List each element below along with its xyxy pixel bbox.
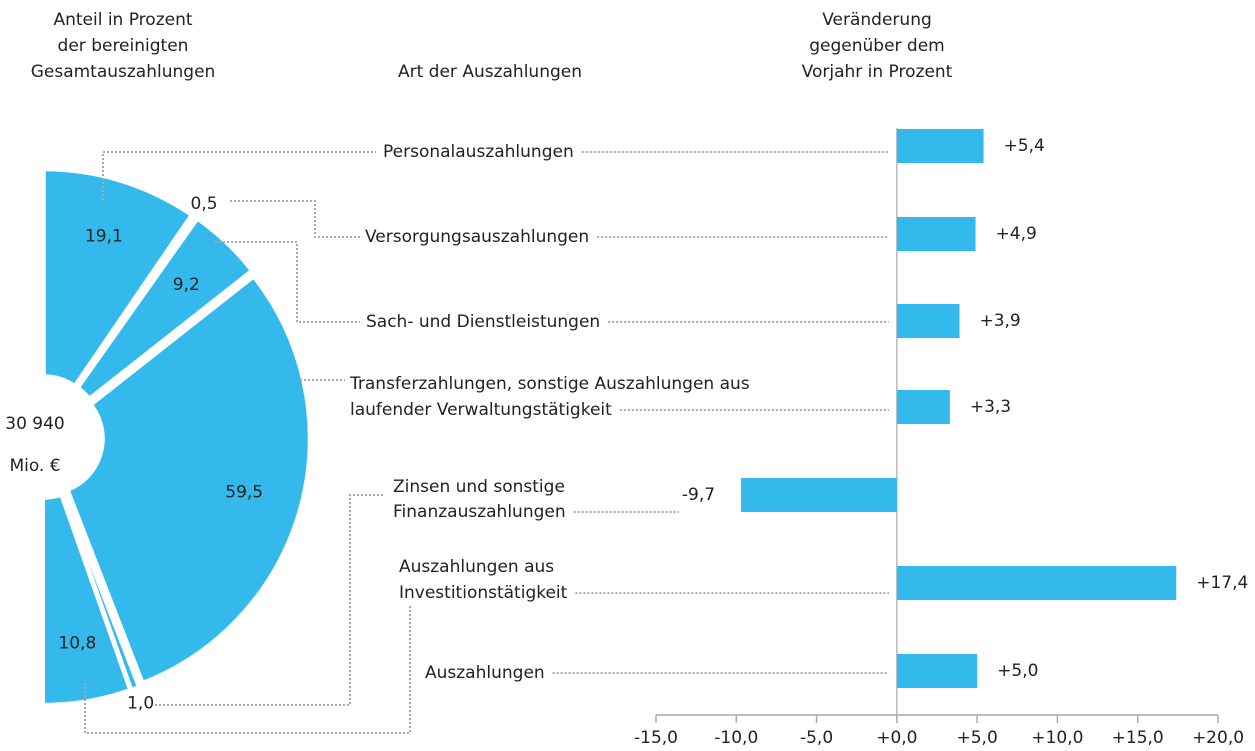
slice-label: 59,5 bbox=[225, 482, 263, 502]
slice-label: 1,0 bbox=[127, 693, 154, 713]
total-label: 30 940 bbox=[5, 414, 64, 434]
category-label: Transferzahlungen, sonstige Auszahlungen… bbox=[349, 374, 750, 394]
x-tick-label: +0,0 bbox=[876, 728, 917, 748]
bar bbox=[896, 129, 984, 163]
slice-label: 10,8 bbox=[58, 634, 96, 654]
pie-slice bbox=[65, 273, 312, 686]
value-label: +5,0 bbox=[997, 661, 1038, 681]
x-tick-label: +20,0 bbox=[1192, 728, 1244, 748]
category-label: Sach- und Dienstleistungen bbox=[366, 312, 600, 332]
total-label: Mio. € bbox=[9, 456, 60, 476]
pie-slice bbox=[41, 492, 133, 707]
category-label: Personalauszahlungen bbox=[383, 142, 574, 162]
bar bbox=[896, 390, 950, 424]
slice-label: 9,2 bbox=[173, 275, 200, 295]
leader-line bbox=[102, 151, 376, 200]
category-label: Finanzauszahlungen bbox=[393, 502, 566, 522]
bar-title: Vorjahr in Prozent bbox=[802, 62, 953, 82]
pie-title: der bereinigten bbox=[58, 36, 189, 56]
leader-line bbox=[215, 241, 360, 323]
value-label: +17,4 bbox=[1196, 573, 1248, 593]
slice-label: 19,1 bbox=[85, 227, 123, 247]
bar bbox=[741, 478, 897, 512]
x-tick-label: -5,0 bbox=[800, 728, 833, 748]
bar bbox=[896, 217, 976, 251]
category-label: Investitionstätigkeit bbox=[399, 583, 568, 603]
value-label: +3,3 bbox=[970, 397, 1011, 417]
bar bbox=[896, 566, 1177, 600]
value-label: +5,4 bbox=[1004, 136, 1045, 156]
leader-line bbox=[84, 605, 411, 734]
x-tick-label: -15,0 bbox=[634, 728, 678, 748]
category-label: Versorgungsauszahlungen bbox=[365, 227, 589, 247]
slice-label: 0,5 bbox=[191, 194, 218, 214]
category-label: Auszahlungen bbox=[425, 663, 545, 683]
category-label: Zinsen und sonstige bbox=[393, 477, 565, 497]
bar bbox=[896, 304, 960, 338]
bar-title: Veränderung bbox=[822, 10, 932, 30]
x-tick-label: +10,0 bbox=[1031, 728, 1083, 748]
bar-title: gegenüber dem bbox=[809, 36, 945, 56]
x-tick-label: -10,0 bbox=[714, 728, 758, 748]
value-label: +3,9 bbox=[979, 311, 1020, 331]
x-tick-label: +5,0 bbox=[957, 728, 998, 748]
category-label: laufender Verwaltungstätigkeit bbox=[350, 400, 612, 420]
leader-line bbox=[155, 494, 385, 706]
category-title: Art der Auszahlungen bbox=[398, 62, 582, 82]
value-label: +4,9 bbox=[996, 224, 1037, 244]
category-label: Auszahlungen aus bbox=[399, 557, 554, 577]
value-label: -9,7 bbox=[682, 485, 715, 505]
pie-slice bbox=[41, 167, 195, 389]
leader-line bbox=[230, 200, 360, 238]
bar bbox=[896, 654, 978, 688]
pie-title: Anteil in Prozent bbox=[53, 10, 192, 30]
pie-slice bbox=[75, 215, 255, 402]
x-tick-label: +15,0 bbox=[1112, 728, 1164, 748]
pie-title: Gesamtauszahlungen bbox=[31, 62, 216, 82]
